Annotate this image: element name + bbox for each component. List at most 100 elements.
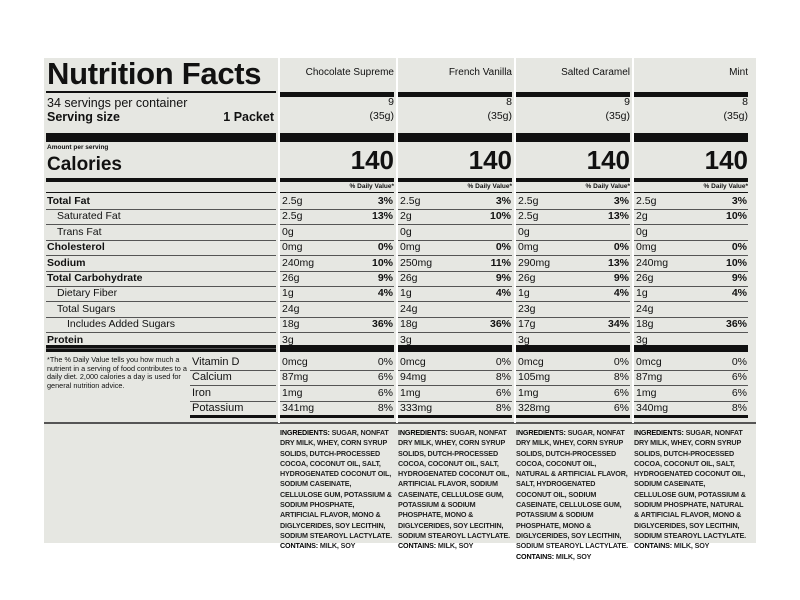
- row-divider: [280, 209, 394, 210]
- nutrient-amount: 26g: [282, 272, 300, 284]
- row-divider: [516, 385, 630, 387]
- divider: [398, 192, 512, 193]
- divider: [46, 91, 276, 93]
- micro-label: Calcium: [192, 371, 232, 384]
- micronutrient-amount: 105mg: [518, 371, 551, 384]
- micronutrient-amount: 1mg: [518, 386, 539, 399]
- micronutrient-amount: 87mg: [282, 371, 309, 384]
- contains-label: CONTAINS:: [516, 551, 555, 561]
- row-divider: [46, 347, 276, 349]
- row-divider: [634, 301, 748, 303]
- thick-divider: [516, 345, 630, 352]
- nutrient-row: 0g: [518, 225, 630, 240]
- nutrient-amount: 17g: [518, 318, 536, 331]
- nutrient-amount: 1g: [282, 287, 294, 300]
- medium-divider: [280, 178, 394, 182]
- micronutrient-amount: 333mg: [400, 402, 433, 415]
- nutrient-amount: 26g: [636, 272, 654, 284]
- thick-divider: [280, 133, 394, 142]
- nutrient-row: 26g 9%: [400, 271, 512, 286]
- medium-divider: [46, 178, 276, 182]
- row-divider: [634, 370, 748, 371]
- nutrient-row: 24g: [636, 302, 748, 317]
- ingredients-label: INGREDIENTS:: [280, 428, 330, 437]
- calories-value: 140: [586, 145, 630, 175]
- ingredients-text: INGREDIENTS: SUGAR, NONFAT DRY MILK, WHE…: [398, 428, 512, 552]
- row-divider: [398, 332, 512, 334]
- nutrient-amount: 18g: [282, 318, 300, 331]
- nutrient-amount: 1g: [400, 287, 412, 300]
- row-divider: [190, 400, 276, 402]
- nutrient-amount: 0mg: [636, 241, 657, 254]
- nutrient-amount: 0g: [400, 225, 412, 238]
- nutrient-amount: 250mg: [400, 256, 433, 269]
- micronutrient-percent: 6%: [731, 371, 747, 384]
- nutrient-amount: 3g: [636, 333, 648, 346]
- nutrient-row: 250mg 11%: [400, 256, 512, 271]
- row-divider: [516, 209, 630, 210]
- divider: [516, 192, 630, 193]
- micronutrient-row: 333mg 8%: [400, 401, 512, 416]
- nutrient-amount: 240mg: [636, 256, 669, 269]
- micronutrient-percent: 6%: [495, 386, 511, 399]
- nutrient-amount: 24g: [282, 302, 300, 315]
- nutrient-row: 26g 9%: [518, 271, 630, 286]
- row-divider: [280, 239, 394, 241]
- ingredients-list: SUGAR, NONFAT DRY MILK, WHEY, CORN SYRUP…: [634, 428, 747, 540]
- thick-divider: [280, 345, 394, 352]
- micronutrient-percent: 8%: [495, 371, 511, 384]
- daily-value-percent: 11%: [490, 256, 511, 269]
- daily-value-percent: 0%: [731, 241, 747, 254]
- allergens: MILK, SOY: [319, 541, 356, 551]
- nutrient-row: 23g: [518, 302, 630, 317]
- nutrient-amount: 2g: [400, 210, 412, 223]
- row-divider: [398, 301, 512, 303]
- daily-value-percent: 36%: [371, 318, 393, 331]
- ingredients-divider: [44, 422, 756, 424]
- micronutrient-row: 0mcg 0%: [282, 355, 394, 370]
- row-divider: [46, 255, 276, 257]
- micronutrient-amount: 340mg: [636, 402, 669, 415]
- ingredients-text: INGREDIENTS: SUGAR, NONFAT DRY MILK, WHE…: [280, 428, 394, 552]
- contains-label: CONTAINS:: [634, 541, 673, 551]
- row-divider: [634, 385, 748, 387]
- row-divider: [398, 239, 512, 241]
- nutrient-row: 18g 36%: [636, 317, 748, 332]
- row-divider: [46, 270, 276, 272]
- daily-value-percent: 9%: [495, 272, 511, 284]
- micronutrient-percent: 0%: [731, 356, 747, 368]
- column-separator: [278, 58, 280, 423]
- nutrient-row: 18g 36%: [282, 317, 394, 332]
- nutrient-row: 1g 4%: [518, 286, 630, 301]
- servings-count: 8: [742, 96, 748, 108]
- daily-value-percent: 3%: [613, 195, 629, 207]
- daily-value-percent: 36%: [725, 318, 747, 331]
- micronutrient-percent: 8%: [495, 402, 511, 415]
- daily-value-percent: 10%: [489, 210, 511, 223]
- micronutrient-row: 1mg 6%: [636, 386, 748, 401]
- row-divider: [46, 239, 276, 241]
- label-title: Nutrition Facts: [47, 56, 262, 91]
- nutrient-amount: 2.5g: [518, 210, 539, 223]
- micronutrient-percent: 6%: [731, 386, 747, 399]
- row-divider: [398, 400, 512, 402]
- nutrient-amount: 2.5g: [282, 195, 303, 207]
- daily-value-percent: 0%: [613, 241, 629, 254]
- servings-count: 8: [506, 96, 512, 108]
- row-divider: [398, 286, 512, 287]
- divider: [46, 192, 276, 193]
- daily-value-header: % Daily Value*: [585, 183, 630, 190]
- daily-value-percent: 13%: [607, 210, 629, 223]
- nutrient-amount: 0g: [282, 225, 294, 238]
- nutrient-amount: 3g: [518, 333, 530, 346]
- daily-value-percent: 13%: [607, 256, 629, 269]
- nutrient-amount: 240mg: [282, 256, 315, 269]
- nutrient-row: 1g 4%: [282, 286, 394, 301]
- nutrient-amount: 3g: [400, 333, 412, 346]
- divider: [516, 415, 630, 418]
- nutrient-row: 290mg 13%: [518, 256, 630, 271]
- nutrient-row: 24g: [400, 302, 512, 317]
- nutrient-amount: 0mg: [282, 241, 303, 254]
- micronutrient-amount: 87mg: [636, 371, 663, 384]
- serving-size-value: 1 Packet: [223, 110, 274, 124]
